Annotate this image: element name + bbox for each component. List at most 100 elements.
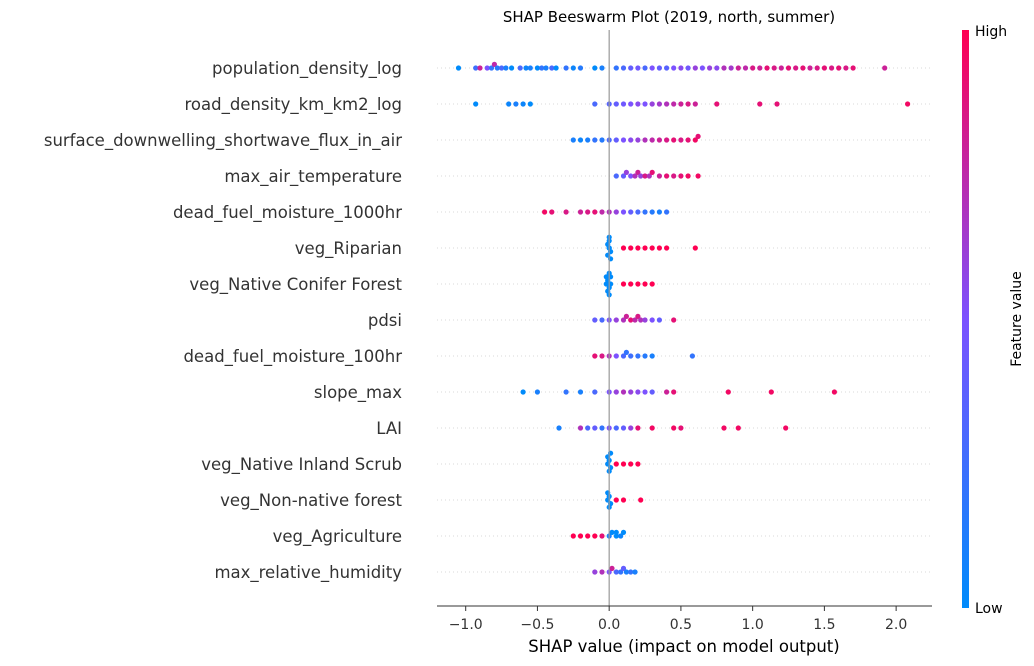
shap-point	[520, 101, 526, 107]
shap-point	[656, 317, 663, 323]
shap-point	[664, 137, 670, 143]
shap-point	[477, 65, 483, 71]
shap-point	[613, 209, 619, 215]
shap-point	[542, 209, 548, 215]
feature-label: population_density_log	[212, 59, 402, 79]
shap-point	[671, 425, 677, 431]
shap-point	[821, 65, 828, 71]
shap-point	[585, 137, 591, 143]
shap-point	[620, 461, 627, 467]
shap-point	[649, 389, 655, 395]
feature-label: veg_Riparian	[295, 239, 402, 259]
feature-label: dead_fuel_moisture_100hr	[183, 347, 402, 367]
shap-point	[642, 317, 648, 323]
x-tick-label: 0.0	[598, 617, 620, 633]
shap-point	[603, 274, 609, 280]
shap-point	[520, 389, 526, 395]
shap-point	[664, 209, 670, 215]
colorbar-high-label: High	[975, 24, 1007, 40]
colorbar-title: Feature value	[1009, 271, 1025, 367]
shap-point	[685, 65, 691, 71]
shap-point	[577, 533, 584, 539]
shap-point	[570, 137, 576, 143]
shap-point	[642, 173, 648, 179]
shap-point	[488, 65, 495, 71]
shap-point	[523, 65, 529, 71]
feature-label: veg_Native Conifer Forest	[189, 275, 402, 295]
shap-point	[628, 245, 634, 251]
feature-label: max_air_temperature	[224, 167, 402, 187]
shap-point	[620, 173, 627, 179]
shap-point	[577, 209, 584, 215]
shap-point	[628, 101, 634, 107]
shap-point	[635, 313, 641, 319]
shap-point	[774, 101, 780, 107]
shap-point	[638, 173, 644, 179]
shap-point	[592, 65, 598, 71]
shap-point	[618, 569, 624, 575]
x-tick-label: 1.5	[813, 617, 835, 633]
shap-point	[577, 65, 584, 71]
shap-point	[642, 101, 648, 107]
shap-point	[623, 569, 630, 575]
shap-point	[807, 65, 813, 71]
shap-point	[632, 173, 638, 179]
shap-point	[599, 209, 605, 215]
shap-point	[793, 65, 799, 71]
shap-point	[599, 137, 605, 143]
shap-point	[632, 569, 638, 575]
shap-point	[678, 173, 684, 179]
shap-point	[623, 313, 630, 319]
shap-point	[592, 425, 598, 431]
shap-point	[620, 565, 627, 572]
shap-point	[577, 389, 584, 395]
shap-point	[692, 245, 698, 251]
shap-point	[642, 389, 648, 395]
shap-point	[635, 65, 641, 71]
shap-point	[628, 209, 634, 215]
shap-point	[642, 137, 648, 143]
shap-point	[632, 317, 638, 323]
shap-point	[628, 65, 634, 71]
shap-point	[685, 173, 691, 179]
shap-point	[527, 65, 533, 71]
shap-point	[695, 133, 701, 139]
shap-point	[649, 101, 655, 107]
shap-point	[620, 529, 627, 536]
x-tick-label: 0.5	[670, 617, 692, 633]
shap-point	[771, 65, 777, 71]
shap-point	[592, 533, 598, 539]
shap-point	[577, 425, 584, 431]
shap-point	[642, 353, 648, 359]
shap-point	[613, 65, 619, 71]
shap-point	[642, 209, 648, 215]
shap-point	[649, 317, 655, 323]
shap-point	[585, 425, 591, 431]
shap-point	[585, 209, 591, 215]
shap-point	[623, 169, 630, 175]
shap-point	[599, 569, 605, 575]
shap-point	[543, 65, 549, 71]
shap-point	[649, 137, 655, 143]
shap-point	[678, 65, 684, 71]
shap-point	[491, 61, 497, 67]
shap-point	[613, 317, 619, 323]
shap-point	[638, 497, 644, 503]
feature-label: slope_max	[314, 383, 402, 403]
shap-point	[628, 137, 634, 143]
shap-point	[671, 173, 677, 179]
shap-point	[742, 65, 749, 71]
shap-point	[592, 317, 598, 323]
shap-point	[620, 65, 627, 71]
x-tick-label: 1.0	[742, 617, 764, 633]
feature-label: veg_Non-native forest	[220, 491, 402, 511]
feature-label: surface_downwelling_shortwave_flux_in_ai…	[44, 131, 402, 151]
shap-point	[635, 101, 641, 107]
shap-point	[656, 65, 663, 71]
shap-point	[829, 65, 835, 71]
shap-point	[613, 389, 619, 395]
shap-point	[671, 389, 677, 395]
shap-point	[592, 101, 598, 107]
shap-point	[585, 533, 591, 539]
